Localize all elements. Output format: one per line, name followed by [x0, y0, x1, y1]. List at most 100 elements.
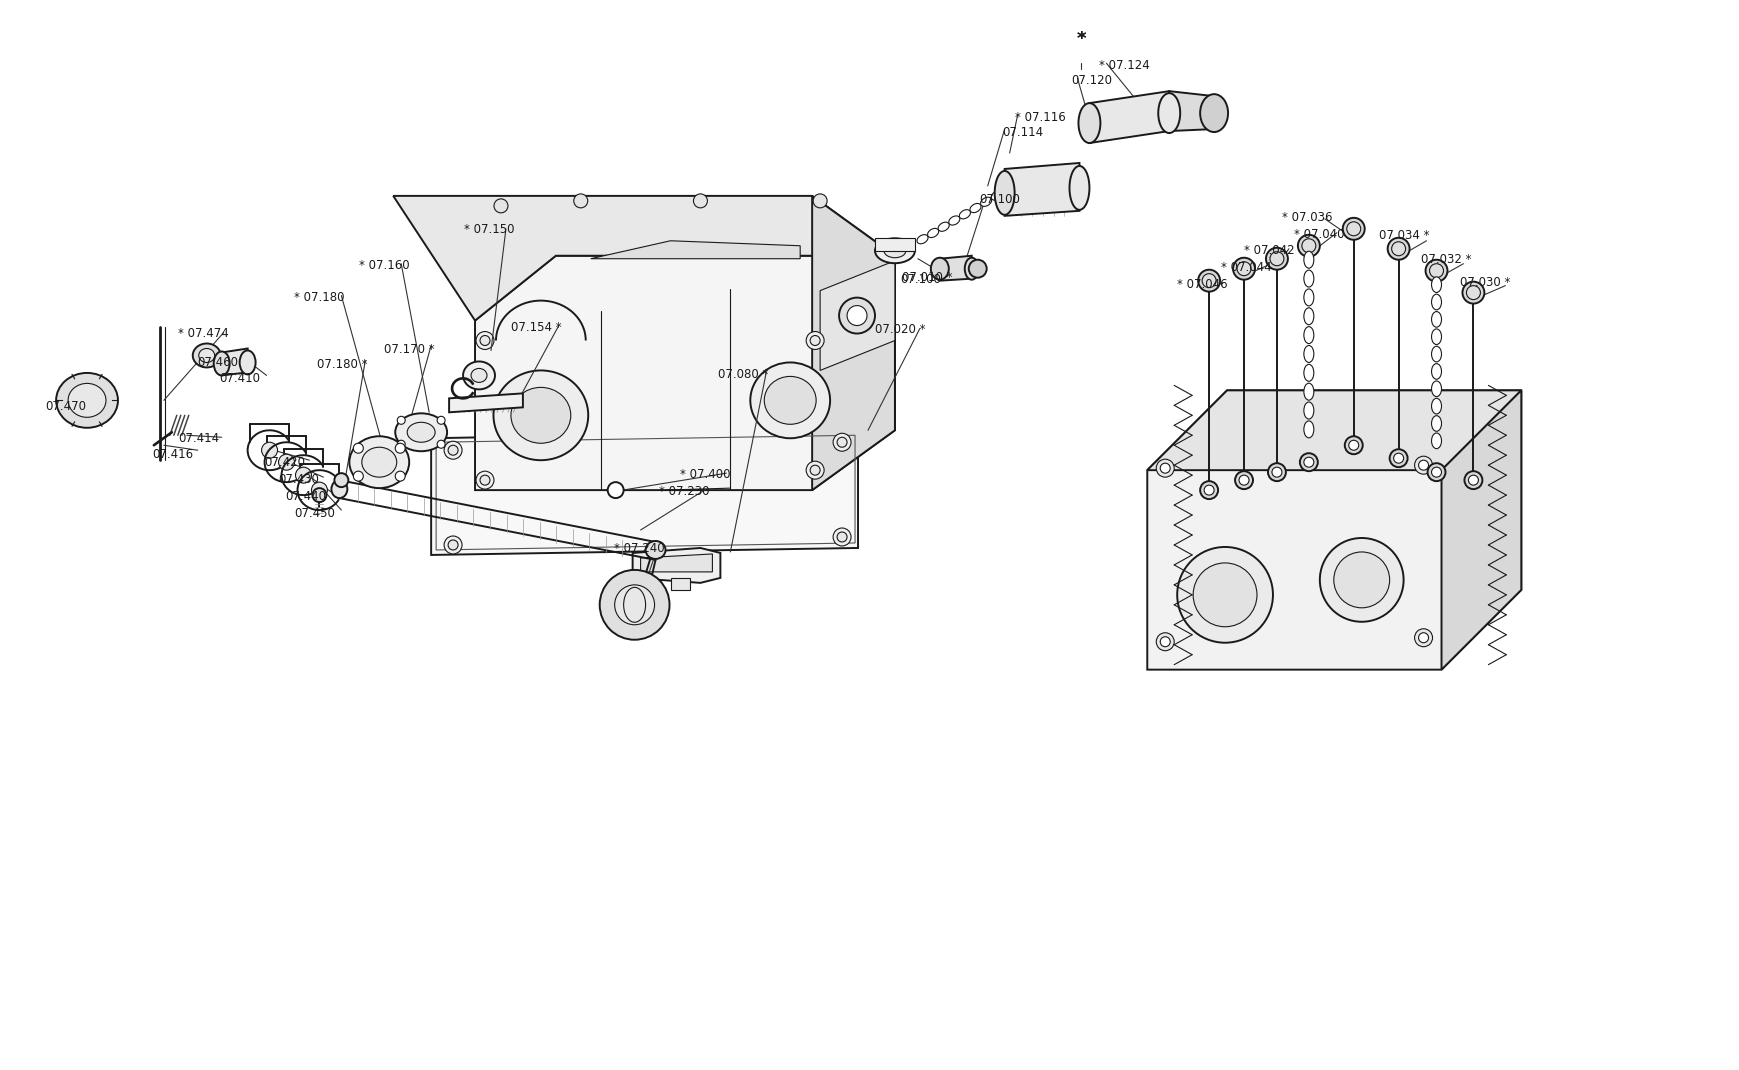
Circle shape — [1160, 637, 1170, 646]
Text: * 07.046: * 07.046 — [1177, 278, 1228, 291]
Text: 07.154 *: 07.154 * — [511, 321, 562, 334]
Circle shape — [1233, 258, 1254, 279]
Ellipse shape — [350, 437, 409, 488]
Circle shape — [353, 471, 363, 482]
Circle shape — [449, 445, 457, 455]
Ellipse shape — [883, 244, 906, 258]
Circle shape — [1203, 485, 1214, 495]
Circle shape — [353, 443, 363, 454]
Text: 07.100: 07.100 — [979, 193, 1021, 205]
Ellipse shape — [1431, 433, 1440, 448]
Circle shape — [1200, 482, 1217, 499]
Ellipse shape — [330, 480, 348, 499]
Ellipse shape — [1078, 103, 1099, 143]
Circle shape — [810, 465, 819, 475]
Ellipse shape — [623, 587, 645, 623]
Polygon shape — [939, 256, 970, 280]
Ellipse shape — [995, 171, 1014, 215]
Circle shape — [1193, 563, 1256, 627]
Ellipse shape — [1431, 347, 1440, 362]
Polygon shape — [1146, 391, 1520, 470]
Circle shape — [1388, 238, 1409, 260]
Circle shape — [833, 433, 850, 452]
Circle shape — [1346, 221, 1360, 235]
Ellipse shape — [1431, 415, 1440, 431]
Text: 07.120: 07.120 — [1071, 74, 1111, 87]
Circle shape — [969, 260, 986, 278]
Text: * 07.116: * 07.116 — [1014, 111, 1064, 124]
Circle shape — [1299, 454, 1316, 471]
Ellipse shape — [1303, 326, 1313, 343]
Circle shape — [1414, 629, 1431, 646]
Text: 07.010 *: 07.010 * — [901, 271, 951, 284]
Polygon shape — [1440, 391, 1520, 670]
Ellipse shape — [981, 197, 991, 207]
Ellipse shape — [1303, 270, 1313, 287]
Circle shape — [1238, 475, 1249, 485]
Ellipse shape — [56, 373, 118, 428]
Polygon shape — [393, 196, 894, 321]
Ellipse shape — [1303, 402, 1313, 419]
Circle shape — [1461, 281, 1483, 304]
Circle shape — [1343, 218, 1363, 240]
Circle shape — [476, 332, 494, 350]
Circle shape — [805, 461, 824, 479]
Ellipse shape — [1431, 277, 1440, 292]
Circle shape — [1431, 468, 1440, 477]
Ellipse shape — [958, 210, 970, 219]
Text: 07.032 *: 07.032 * — [1419, 253, 1469, 265]
Circle shape — [1466, 286, 1480, 300]
Polygon shape — [819, 261, 894, 370]
Circle shape — [1429, 263, 1443, 278]
Circle shape — [833, 528, 850, 546]
Polygon shape — [590, 241, 800, 259]
Text: 07.020 *: 07.020 * — [875, 322, 925, 336]
Polygon shape — [875, 238, 915, 250]
Text: * 07.160: * 07.160 — [360, 259, 410, 272]
Ellipse shape — [969, 203, 981, 213]
Text: 07.460: 07.460 — [198, 356, 238, 369]
Ellipse shape — [1303, 383, 1313, 400]
Ellipse shape — [240, 351, 256, 374]
Ellipse shape — [511, 387, 570, 443]
Ellipse shape — [991, 190, 1002, 200]
Circle shape — [1236, 262, 1250, 276]
Circle shape — [449, 540, 457, 550]
Circle shape — [1426, 463, 1445, 482]
Text: 07.030 *: 07.030 * — [1459, 276, 1509, 289]
Text: 07.034 *: 07.034 * — [1377, 229, 1428, 242]
Circle shape — [1417, 460, 1428, 470]
Circle shape — [1344, 437, 1362, 454]
Text: * 07.124: * 07.124 — [1099, 59, 1149, 73]
Circle shape — [1417, 632, 1428, 643]
Circle shape — [1156, 459, 1174, 477]
Text: * 07.230: * 07.230 — [657, 485, 710, 499]
Circle shape — [1301, 239, 1315, 253]
Circle shape — [1271, 468, 1282, 477]
Circle shape — [1269, 251, 1283, 265]
Circle shape — [836, 438, 847, 447]
Text: 07.170 *: 07.170 * — [384, 342, 435, 355]
Text: * 07.040: * 07.040 — [1294, 228, 1344, 241]
Ellipse shape — [916, 234, 927, 244]
Polygon shape — [670, 578, 690, 590]
Ellipse shape — [193, 343, 221, 367]
Ellipse shape — [214, 351, 230, 376]
Text: * 07.400: * 07.400 — [680, 469, 730, 482]
Text: * 07.240: * 07.240 — [614, 542, 664, 555]
Ellipse shape — [1303, 289, 1313, 306]
Circle shape — [494, 199, 508, 213]
Circle shape — [847, 306, 866, 325]
Circle shape — [812, 194, 826, 208]
Text: * 07.150: * 07.150 — [464, 223, 515, 235]
Circle shape — [1393, 454, 1403, 463]
Text: 07.114: 07.114 — [1002, 126, 1043, 139]
Ellipse shape — [1303, 308, 1313, 325]
Circle shape — [396, 416, 405, 425]
Circle shape — [1177, 547, 1273, 643]
Text: 07.416: 07.416 — [151, 448, 193, 461]
Circle shape — [311, 483, 327, 499]
Circle shape — [1202, 274, 1216, 288]
Polygon shape — [449, 394, 523, 412]
Text: 07.420: 07.420 — [264, 456, 306, 470]
